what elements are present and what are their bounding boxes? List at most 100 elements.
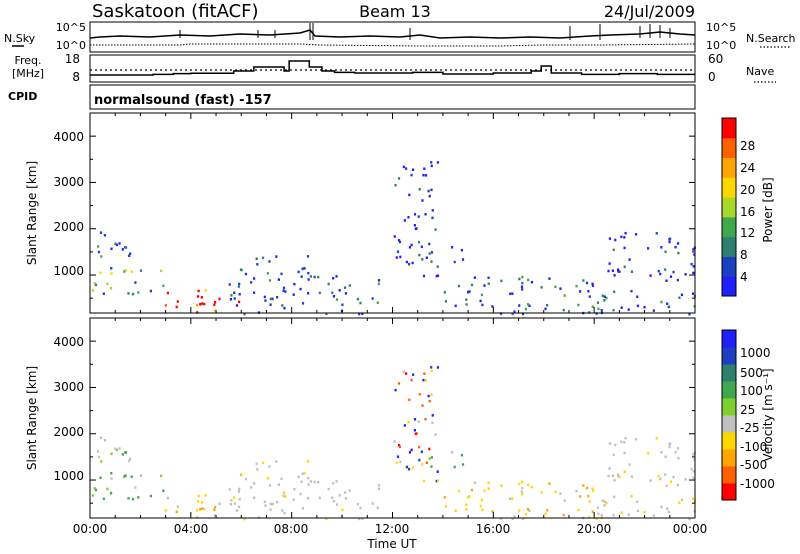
velocity-cell <box>176 505 179 508</box>
velocity-cell <box>417 420 420 423</box>
velocity-cell <box>491 510 494 513</box>
power-cell <box>403 219 406 222</box>
velocity-cell <box>668 445 671 449</box>
power-cbar-tick-20: 20 <box>740 183 755 197</box>
power-cell <box>130 270 133 273</box>
power-cell <box>283 306 286 310</box>
velocity-cell <box>473 481 476 484</box>
velocity-cell <box>103 439 107 442</box>
power-cell <box>418 188 421 191</box>
velocity-cell <box>94 488 98 492</box>
vel-cbar-tick-neg100: -100 <box>740 440 767 454</box>
velocity-cell <box>423 372 426 375</box>
velocity-cell <box>521 493 524 496</box>
power-cell <box>238 292 241 296</box>
power-cell <box>338 289 341 292</box>
velocity-cell <box>399 460 402 464</box>
power-cell <box>282 289 285 293</box>
power-cell <box>521 288 524 291</box>
power-cell <box>465 303 468 306</box>
cpid-program: normalsound (fast) -157 <box>94 93 272 108</box>
velocity-cell <box>204 494 207 497</box>
velocity-cell <box>422 479 426 483</box>
freq-left-tick-bottom: 8 <box>72 70 80 84</box>
velocity-cell <box>487 481 490 485</box>
power-cell <box>371 297 374 300</box>
velocity-cell <box>413 429 416 432</box>
power-cell <box>361 312 364 315</box>
velocity-cell <box>149 494 152 498</box>
power-cell <box>356 297 360 301</box>
colorbar-swatch <box>722 364 736 382</box>
power-cell <box>413 224 416 227</box>
power-cell <box>544 307 547 311</box>
colorbar-swatch <box>722 256 736 277</box>
velocity-cell <box>524 512 528 516</box>
power-cell <box>238 282 241 286</box>
freq-panel: Freq. [MHz] 18 8 60 0 Nave <box>12 52 776 84</box>
velocity-cell <box>264 504 267 507</box>
power-cell <box>453 260 456 264</box>
colorbar-frame <box>721 329 737 501</box>
power-cell <box>428 242 431 246</box>
velocity-cell <box>408 398 411 402</box>
power-cell <box>443 291 446 294</box>
power-cell <box>575 284 578 288</box>
power-cell <box>275 255 278 258</box>
velocity-cell <box>527 483 530 487</box>
power-cell <box>636 304 640 308</box>
power-cell <box>465 298 468 301</box>
power-cbar-tick-28: 28 <box>740 139 755 153</box>
colorbar-swatch <box>722 276 736 297</box>
power-cell <box>562 308 565 312</box>
power-cell <box>118 242 121 245</box>
power-cell <box>692 271 695 275</box>
velocity-cell <box>343 491 347 494</box>
power-cell <box>430 260 433 263</box>
velocity-cell <box>655 437 658 440</box>
velocity-cell <box>684 478 687 481</box>
power-cell <box>473 276 476 279</box>
power-cell <box>676 242 680 245</box>
power-cell <box>559 287 562 290</box>
power-cell <box>276 295 279 299</box>
velocity-cell <box>332 481 335 485</box>
power-cell <box>398 240 402 244</box>
velocity-cell <box>421 404 424 407</box>
velocity-colorbar-label: Velocity [m s⁻¹] <box>761 368 775 461</box>
date-title: 24/Jul/2009 <box>604 2 695 21</box>
power-cell <box>268 279 272 282</box>
power-cell <box>261 256 265 260</box>
velocity-cell <box>435 479 438 483</box>
power-cell <box>413 213 417 216</box>
velocity-cell <box>371 502 374 505</box>
velocity-cell <box>611 474 615 477</box>
velocity-cell <box>301 472 304 476</box>
velocity-colorbar <box>721 329 737 501</box>
power-cell <box>428 252 431 255</box>
power-cell <box>197 289 200 293</box>
velocity-cell <box>521 480 524 484</box>
power-cell <box>253 291 256 294</box>
velocity-cell <box>261 461 265 465</box>
velocity-cell <box>634 438 638 441</box>
velocity-cell <box>690 467 693 471</box>
velocity-cell <box>134 486 137 489</box>
velocity-cell <box>99 476 102 480</box>
velocity-cell <box>338 494 341 497</box>
power-cell <box>218 297 221 301</box>
power-cell <box>199 303 202 306</box>
power-cell <box>431 216 434 220</box>
velocity-cell <box>253 482 256 485</box>
power-cell <box>608 237 612 240</box>
power-cell <box>677 251 680 255</box>
power-cell <box>230 294 233 297</box>
velocity-cell <box>630 494 633 498</box>
velocity-cell <box>102 497 105 501</box>
power-cell <box>335 298 339 301</box>
power-cell <box>250 281 253 284</box>
power-cell <box>124 269 127 272</box>
velocity-cell <box>667 510 670 514</box>
velocity-cell <box>628 463 631 466</box>
power-cell <box>204 289 207 292</box>
